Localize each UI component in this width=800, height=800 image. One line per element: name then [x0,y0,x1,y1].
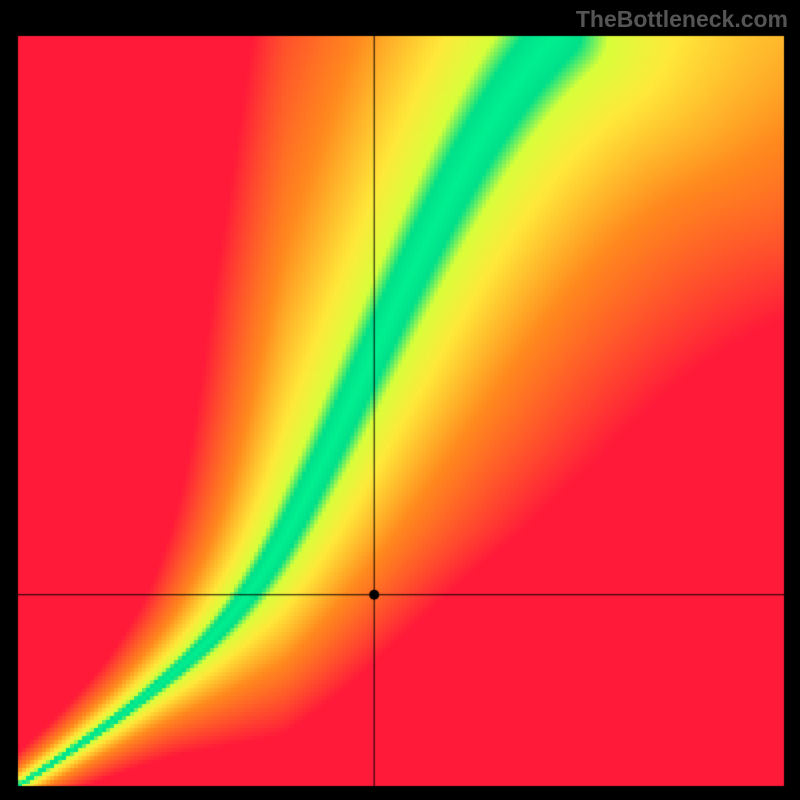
chart-container: { "watermark": "TheBottleneck.com", "can… [0,0,800,800]
heatmap-canvas [0,0,800,800]
watermark-text: TheBottleneck.com [576,6,788,33]
